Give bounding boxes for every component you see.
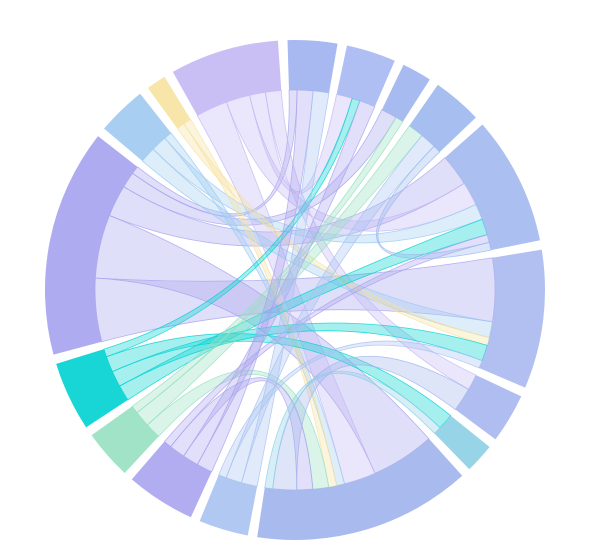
- group-arc: [56, 349, 128, 428]
- chord: [218, 340, 483, 479]
- chords: [94, 89, 496, 491]
- group-arc: [409, 84, 476, 152]
- group-arcs: [44, 39, 545, 540]
- group-arc: [44, 136, 138, 355]
- group-arc: [91, 406, 159, 473]
- group-arc: [257, 438, 463, 540]
- group-arc: [381, 64, 430, 122]
- chord: [119, 218, 488, 401]
- chord: [146, 369, 330, 490]
- chord: [183, 100, 376, 466]
- group-arc: [444, 124, 540, 251]
- group-arc: [199, 474, 258, 536]
- chord: [131, 116, 404, 414]
- group-arc: [455, 375, 522, 440]
- group-arc: [172, 40, 282, 116]
- chord: [196, 101, 376, 485]
- chord: [176, 123, 490, 346]
- chord: [376, 145, 492, 260]
- group-arc: [336, 45, 395, 107]
- group-arc: [147, 76, 191, 129]
- group-arc: [287, 39, 338, 93]
- chord: [183, 118, 338, 488]
- group-arc: [104, 93, 172, 161]
- chord: [103, 97, 361, 358]
- group-arc: [131, 441, 212, 518]
- chord: [264, 370, 441, 490]
- group-arc: [479, 249, 545, 388]
- group-arc: [434, 415, 490, 470]
